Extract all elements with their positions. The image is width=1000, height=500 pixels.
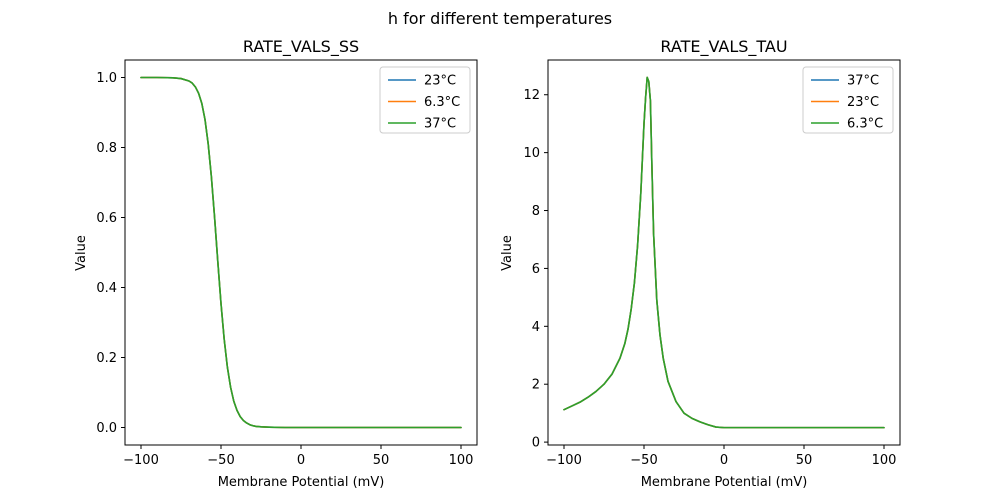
- figure-suptitle: h for different temperatures: [388, 9, 612, 28]
- y-tick-label: 4: [532, 320, 540, 335]
- x-tick-label: −50: [207, 453, 234, 468]
- y-tick-label: 8: [532, 204, 540, 219]
- x-tick-label: −50: [630, 453, 657, 468]
- subplot-title: RATE_VALS_TAU: [660, 37, 787, 57]
- x-tick-label: 0: [297, 453, 305, 468]
- legend: 37°C 23°C 6.3°C: [802, 66, 894, 134]
- y-tick-label: 0: [532, 436, 540, 451]
- y-tick-label: 0.6: [96, 211, 117, 226]
- y-tick-label: 10: [523, 146, 540, 161]
- legend-entry: 37°C: [424, 117, 456, 132]
- plot-area-steady-state: −100 −50 0 50 100 0.0 0.2 0.4 0.6 0.8 1.0 23°C 6.3°C…: [96, 59, 478, 468]
- x-axis-label: Membrane Potential (mV): [218, 475, 385, 490]
- x-tick-label: 0: [720, 453, 728, 468]
- y-tick-label: 1.0: [96, 71, 117, 86]
- y-axis-label: Value: [74, 235, 89, 271]
- y-tick-label: 0.4: [96, 281, 117, 296]
- y-tick-label: 6: [532, 262, 540, 277]
- x-tick-label: 100: [449, 453, 474, 468]
- legend-entry: 23°C: [424, 74, 456, 89]
- plot-area-tau: −100 −50 0 50 100 0 2 4 6 8 10 12 37°C 23°C 6.3°C: [523, 59, 901, 468]
- legend-entry: 6.3°C: [424, 95, 460, 110]
- legend-entry: 23°C: [847, 95, 879, 110]
- y-tick-label: 2: [532, 378, 540, 393]
- subplot-steady-state: RATE_VALS_SS Membrane Potential (mV) Val…: [74, 37, 478, 490]
- subplot-title: RATE_VALS_SS: [243, 37, 359, 57]
- y-tick-label: 12: [523, 88, 540, 103]
- series-line: [140, 76, 462, 429]
- x-axis-label: Membrane Potential (mV): [641, 475, 808, 490]
- x-tick-label: −100: [546, 453, 582, 468]
- legend-entry: 6.3°C: [847, 117, 883, 132]
- legend-entry: 37°C: [847, 74, 879, 89]
- x-tick-label: 50: [796, 453, 813, 468]
- x-tick-label: −100: [123, 453, 159, 468]
- series-line: [563, 76, 885, 429]
- subplot-tau: RATE_VALS_TAU Membrane Potential (mV) Va…: [500, 37, 901, 490]
- x-tick-label: 100: [872, 453, 897, 468]
- legend-box: [802, 66, 894, 134]
- legend: 23°C 6.3°C 37°C: [379, 66, 471, 134]
- y-axis-label: Value: [500, 235, 515, 271]
- legend-box: [379, 66, 471, 134]
- y-tick-label: 0.2: [96, 351, 117, 366]
- y-tick-label: 0.8: [96, 141, 117, 156]
- x-tick-label: 50: [373, 453, 390, 468]
- y-tick-label: 0.0: [96, 421, 117, 436]
